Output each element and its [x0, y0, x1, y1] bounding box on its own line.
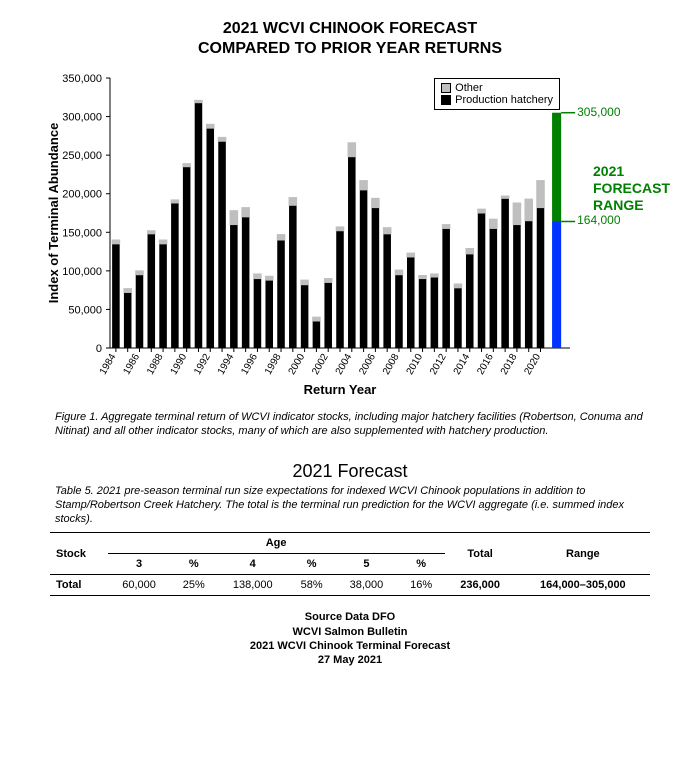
chart-title-line1: 2021 WCVI CHINOOK FORECAST — [35, 20, 665, 38]
forecast-heading: 2021 Forecast — [35, 461, 665, 482]
svg-text:2004: 2004 — [334, 352, 355, 377]
footer: Source Data DFO WCVI Salmon Bulletin 202… — [35, 610, 665, 667]
td-p4: 58% — [288, 575, 335, 596]
legend-label-other: Other — [455, 82, 483, 94]
table-row: Total 60,000 25% 138,000 58% 38,000 16% … — [50, 575, 650, 596]
table-caption-text: 2021 pre-season terminal run size expect… — [55, 485, 624, 526]
th-p5: % — [398, 554, 445, 575]
chart-svg: 0 50,000 100,000 150,000 200,000 250,000 300,0… — [40, 68, 660, 398]
svg-text:Return Year: Return Year — [304, 382, 377, 397]
svg-text:2006: 2006 — [357, 352, 378, 377]
th-a3: 3 — [108, 554, 171, 575]
th-range: Range — [516, 533, 650, 575]
td-total: 236,000 — [445, 575, 516, 596]
svg-text:1992: 1992 — [192, 352, 213, 377]
svg-text:1984: 1984 — [98, 352, 119, 377]
th-total: Total — [445, 533, 516, 575]
table-caption: Table 5. 2021 pre-season terminal run si… — [55, 484, 645, 527]
svg-text:1998: 1998 — [263, 352, 284, 377]
svg-text:350,000: 350,000 — [62, 73, 102, 85]
forecast-low-label: 164,000 — [577, 213, 620, 227]
th-age: Age — [108, 533, 445, 554]
chart-container: 0 50,000 100,000 150,000 200,000 250,000 300,0… — [40, 68, 660, 398]
svg-text:50,000: 50,000 — [68, 304, 102, 316]
svg-text:1986: 1986 — [121, 352, 142, 377]
th-stock: Stock — [50, 533, 108, 575]
th-a4: 4 — [217, 554, 288, 575]
figure-caption-label: Figure 1. — [55, 411, 98, 423]
svg-text:100,000: 100,000 — [62, 266, 102, 278]
table-caption-label: Table 5. — [55, 485, 94, 497]
td-p3: 25% — [170, 575, 217, 596]
svg-text:2010: 2010 — [405, 352, 426, 377]
svg-text:250,000: 250,000 — [62, 150, 102, 162]
legend-swatch-other — [441, 83, 451, 93]
svg-text:200,000: 200,000 — [62, 189, 102, 201]
svg-text:2016: 2016 — [475, 352, 496, 377]
svg-text:1988: 1988 — [145, 352, 166, 377]
chart-title-line2: COMPARED TO PRIOR YEAR RETURNS — [35, 40, 665, 58]
td-stock: Total — [50, 575, 108, 596]
forecast-table: Stock Age Total Range 3 % 4 % 5 % Total … — [50, 532, 650, 596]
svg-text:2014: 2014 — [452, 352, 473, 377]
svg-text:2020: 2020 — [522, 352, 543, 377]
forecast-high-label: 305,000 — [577, 105, 620, 119]
td-a4: 138,000 — [217, 575, 288, 596]
svg-text:0: 0 — [96, 343, 102, 355]
td-range: 164,000–305,000 — [516, 575, 650, 596]
svg-text:150,000: 150,000 — [62, 227, 102, 239]
svg-text:1996: 1996 — [239, 352, 260, 377]
svg-text:1990: 1990 — [169, 352, 190, 377]
svg-text:300,000: 300,000 — [62, 112, 102, 124]
svg-text:Index of Terminal Abundance: Index of Terminal Abundance — [46, 123, 61, 304]
forecast-range-label: 2021 FORECAST RANGE — [593, 163, 670, 213]
figure-caption: Figure 1. Aggregate terminal return of W… — [55, 410, 645, 439]
svg-text:2012: 2012 — [428, 352, 449, 377]
figure-caption-text: Aggregate terminal return of WCVI indica… — [55, 411, 643, 437]
svg-text:2000: 2000 — [287, 352, 308, 377]
td-a3: 60,000 — [108, 575, 171, 596]
td-p5: 16% — [398, 575, 445, 596]
legend-swatch-prod — [441, 95, 451, 105]
chart-legend: Other Production hatchery — [434, 78, 560, 110]
th-p4: % — [288, 554, 335, 575]
svg-text:2018: 2018 — [499, 352, 520, 377]
legend-label-prod: Production hatchery — [455, 94, 553, 106]
th-p3: % — [170, 554, 217, 575]
th-a5: 5 — [335, 554, 398, 575]
svg-text:1994: 1994 — [216, 352, 237, 377]
td-a5: 38,000 — [335, 575, 398, 596]
svg-text:2008: 2008 — [381, 352, 402, 377]
svg-text:2002: 2002 — [310, 352, 331, 377]
